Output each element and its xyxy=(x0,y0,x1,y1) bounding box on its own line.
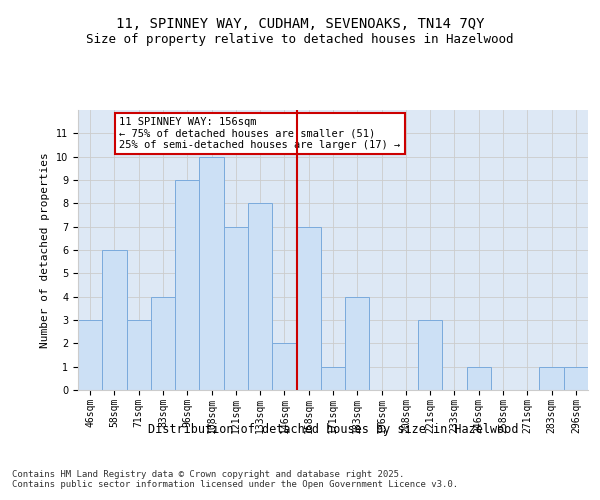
Bar xyxy=(175,180,199,390)
Bar xyxy=(248,204,272,390)
Bar xyxy=(539,366,564,390)
Text: Size of property relative to detached houses in Hazelwood: Size of property relative to detached ho… xyxy=(86,32,514,46)
Bar xyxy=(78,320,102,390)
Text: 11, SPINNEY WAY, CUDHAM, SEVENOAKS, TN14 7QY: 11, SPINNEY WAY, CUDHAM, SEVENOAKS, TN14… xyxy=(116,18,484,32)
Bar xyxy=(467,366,491,390)
Bar xyxy=(102,250,127,390)
Bar xyxy=(127,320,151,390)
Bar xyxy=(345,296,370,390)
Text: 11 SPINNEY WAY: 156sqm
← 75% of detached houses are smaller (51)
25% of semi-det: 11 SPINNEY WAY: 156sqm ← 75% of detached… xyxy=(119,117,401,150)
Y-axis label: Number of detached properties: Number of detached properties xyxy=(40,152,50,348)
Bar xyxy=(224,226,248,390)
Bar xyxy=(321,366,345,390)
Bar xyxy=(199,156,224,390)
Bar xyxy=(564,366,588,390)
Bar xyxy=(418,320,442,390)
Text: Contains HM Land Registry data © Crown copyright and database right 2025.
Contai: Contains HM Land Registry data © Crown c… xyxy=(12,470,458,490)
Bar xyxy=(151,296,175,390)
Bar xyxy=(296,226,321,390)
Bar xyxy=(272,344,296,390)
Text: Distribution of detached houses by size in Hazelwood: Distribution of detached houses by size … xyxy=(148,422,518,436)
